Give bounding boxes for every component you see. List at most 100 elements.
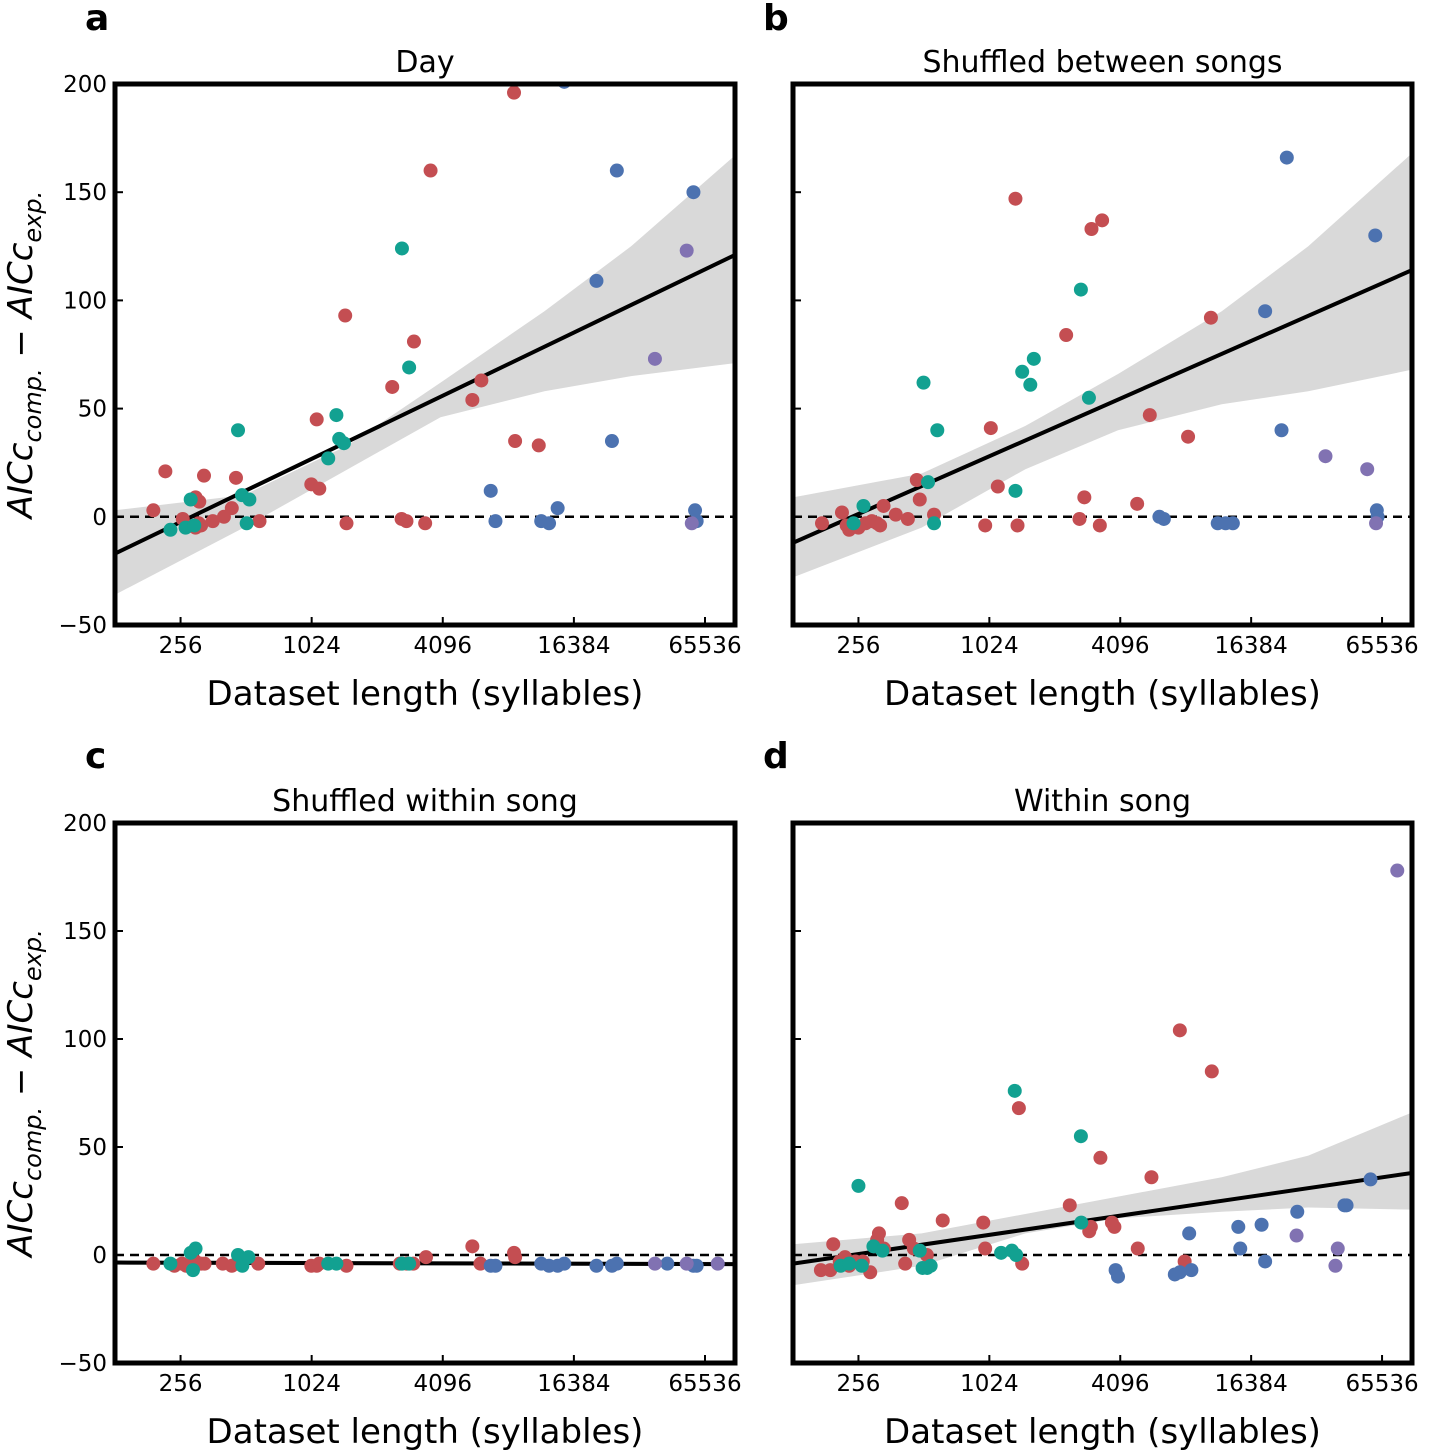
data-point-purple [1318,449,1333,464]
data-point-red [976,1215,991,1230]
data-point-blue [1184,1263,1199,1278]
data-point-teal [1026,351,1041,366]
data-point-red [338,308,353,323]
data-point-red [873,518,888,533]
data-point-teal [856,498,871,513]
data-point-teal [402,1256,417,1271]
data-point-red [1093,1150,1108,1165]
data-point-blue [1182,1226,1197,1241]
regression-line [115,253,735,556]
data-point-teal [329,408,344,423]
panel-title: Shuffled within song [272,784,578,819]
data-point-blue [604,434,619,449]
y-tick-label: 200 [63,811,107,837]
data-point-red [465,392,480,407]
data-point-purple [679,1256,694,1271]
data-point-red [146,1256,161,1271]
data-point-teal [163,522,178,537]
y-tick-label: 150 [63,919,107,945]
data-point-blue [688,503,703,518]
y-tick-label: 50 [78,397,107,423]
data-point-teal [188,1241,203,1256]
data-point-red [158,464,173,479]
data-point-red [1008,191,1023,206]
data-point-red [888,507,903,522]
y-tick-label: 100 [63,1027,107,1053]
data-point-blue [609,163,624,178]
data-point-red [418,1250,433,1265]
panel-letter: d [763,736,789,777]
data-point-teal [163,1256,178,1271]
data-point-teal [842,1256,857,1271]
data-point-teal [239,516,254,531]
data-point-blue [660,1256,675,1271]
data-point-red [252,514,267,529]
x-tick-label: 4096 [414,633,473,659]
data-point-blue [686,185,701,200]
data-point-red [312,481,327,496]
data-point-blue [1368,228,1383,243]
data-point-teal [1015,364,1030,379]
x-tick-label: 4096 [414,1371,473,1397]
x-tick-label: 1024 [282,633,341,659]
data-point-red [1130,1241,1145,1256]
data-point-teal [242,492,257,507]
data-point-teal [394,241,409,256]
data-point-teal [875,1243,890,1258]
y-tick-label: 200 [63,72,107,98]
data-point-red [1203,310,1218,325]
data-point-red [423,163,438,178]
data-point-red [826,1237,841,1252]
data-point-blue [609,1256,624,1271]
data-point-teal [321,451,336,466]
data-point-teal [930,423,945,438]
data-point-red [474,373,489,388]
data-point-purple [1360,462,1375,477]
data-point-blue [1290,1204,1305,1219]
plot-frame [790,81,1415,628]
data-point-purple [710,1256,725,1271]
data-point-blue [1363,1172,1378,1187]
data-point-teal [1074,1215,1089,1230]
data-point-teal [183,492,198,507]
data-point-red [898,1256,913,1271]
panel-letter: b [763,0,789,39]
data-point-red [990,479,1005,494]
plot-area [793,150,1412,578]
plot-area [115,1239,735,1278]
data-point-teal [241,1250,256,1265]
data-point-red [508,1250,523,1265]
y-tick-label: −50 [58,1351,107,1377]
data-point-teal [854,1258,869,1273]
data-point-red [507,85,522,100]
data-point-teal [923,1258,938,1273]
confidence-band [793,1112,1412,1286]
y-tick-label: 150 [63,180,107,206]
data-point-blue [488,514,503,529]
data-point-blue [1279,150,1294,165]
data-point-red [1011,1101,1026,1116]
y-tick-label: 0 [92,1243,107,1269]
data-point-teal [927,516,942,531]
data-point-red [978,1241,993,1256]
data-point-teal [329,1256,344,1271]
regression-line [793,268,1412,545]
data-point-blue [1258,1254,1273,1269]
data-point-blue [589,1258,604,1273]
x-tick-label: 4096 [1091,1371,1150,1397]
plot-frame [112,820,738,1366]
data-point-red [1095,213,1110,228]
data-point-red [339,516,354,531]
data-point-red [814,516,829,531]
plot-frame [790,820,1415,1366]
data-point-teal [231,1248,246,1262]
data-point-red [418,516,433,531]
panel-title: Within song [1014,784,1191,819]
data-point-blue [589,273,604,288]
x-tick-label: 16384 [537,1371,610,1397]
x-tick-label: 256 [836,633,880,659]
data-point-blue [488,1258,503,1273]
x-tick-label: 1024 [282,1371,341,1397]
x-tick-label: 1024 [960,1371,1019,1397]
